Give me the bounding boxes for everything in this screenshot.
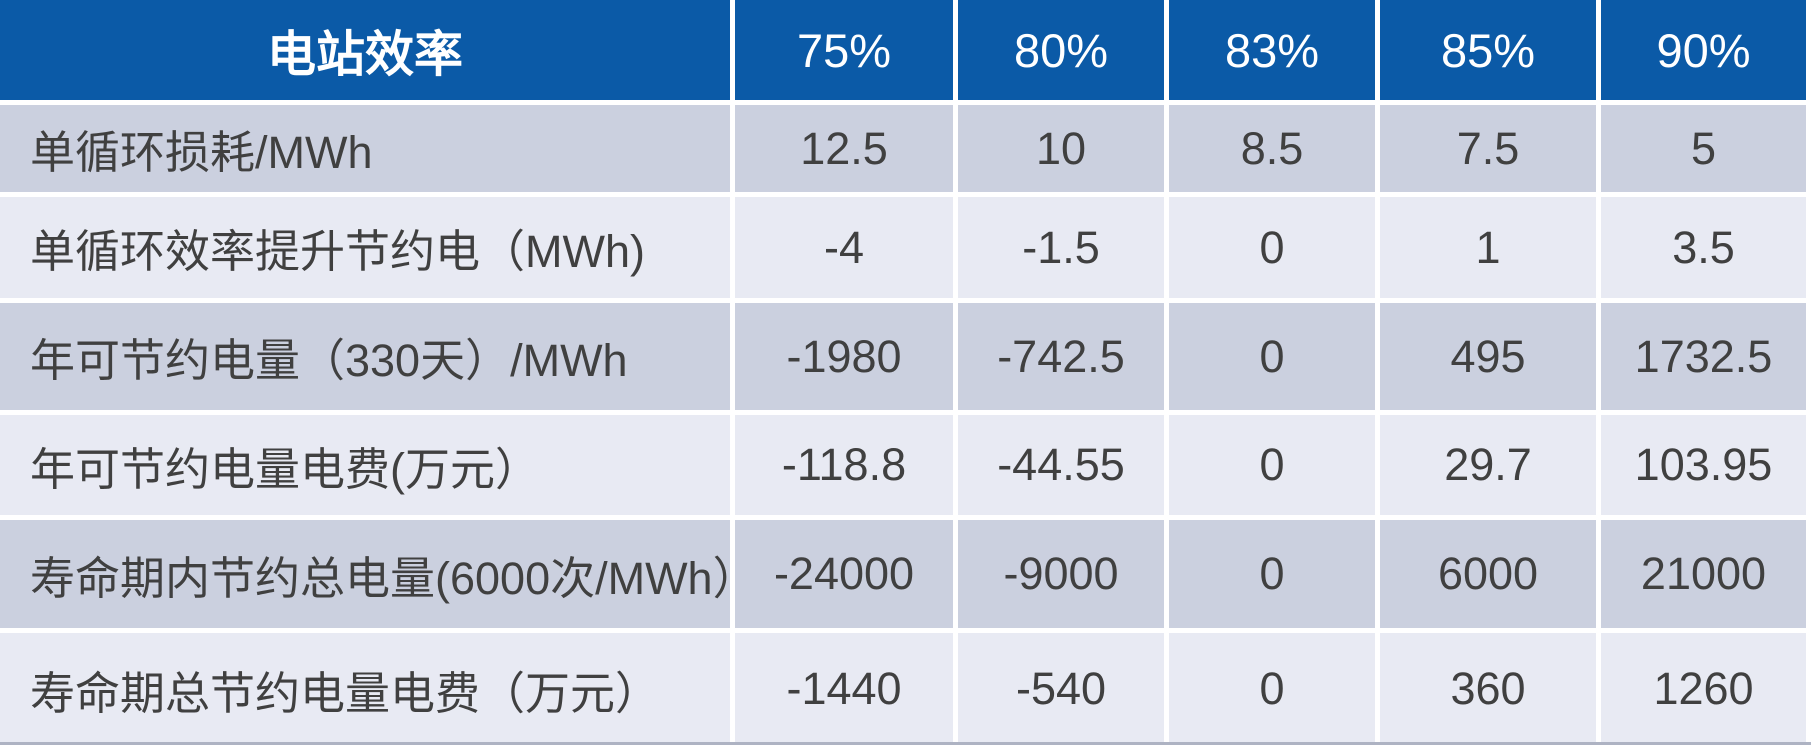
column-header-90: 90%	[1601, 0, 1806, 100]
value-cell: 0	[1169, 633, 1375, 745]
value-cell: 3.5	[1601, 197, 1806, 298]
value-cell: -24000	[735, 520, 953, 628]
table-header-title: 电站效率	[0, 0, 730, 100]
column-header-75: 75%	[735, 0, 953, 100]
column-header-83: 83%	[1169, 0, 1375, 100]
value-cell: 12.5	[735, 105, 953, 192]
value-cell: 0	[1169, 415, 1375, 515]
value-cell: 0	[1169, 520, 1375, 628]
value-cell: -9000	[958, 520, 1164, 628]
value-cell: 8.5	[1169, 105, 1375, 192]
value-cell: -1.5	[958, 197, 1164, 298]
value-cell: -4	[735, 197, 953, 298]
value-cell: 1	[1380, 197, 1596, 298]
value-cell: -1440	[735, 633, 953, 745]
value-cell: 1732.5	[1601, 303, 1806, 410]
row-label: 年可节约电量（330天）/MWh	[0, 303, 730, 410]
value-cell: 10	[958, 105, 1164, 192]
value-cell: 5	[1601, 105, 1806, 192]
column-header-80: 80%	[958, 0, 1164, 100]
value-cell: -1980	[735, 303, 953, 410]
row-label: 年可节约电量电费(万元）	[0, 415, 730, 515]
value-cell: 360	[1380, 633, 1596, 745]
row-label: 寿命期内节约总电量(6000次/MWh）	[0, 520, 730, 628]
value-cell: -118.8	[735, 415, 953, 515]
row-label: 寿命期总节约电量电费（万元）	[0, 633, 730, 745]
value-cell: -742.5	[958, 303, 1164, 410]
row-label: 单循环损耗/MWh	[0, 105, 730, 192]
row-label: 单循环效率提升节约电（MWh)	[0, 197, 730, 298]
value-cell: 7.5	[1380, 105, 1596, 192]
column-header-85: 85%	[1380, 0, 1596, 100]
value-cell: 103.95	[1601, 415, 1806, 515]
value-cell: 0	[1169, 303, 1375, 410]
value-cell: 0	[1169, 197, 1375, 298]
value-cell: 1260	[1601, 633, 1806, 745]
value-cell: -540	[958, 633, 1164, 745]
value-cell: 6000	[1380, 520, 1596, 628]
value-cell: 21000	[1601, 520, 1806, 628]
value-cell: -44.55	[958, 415, 1164, 515]
value-cell: 495	[1380, 303, 1596, 410]
value-cell: 29.7	[1380, 415, 1596, 515]
